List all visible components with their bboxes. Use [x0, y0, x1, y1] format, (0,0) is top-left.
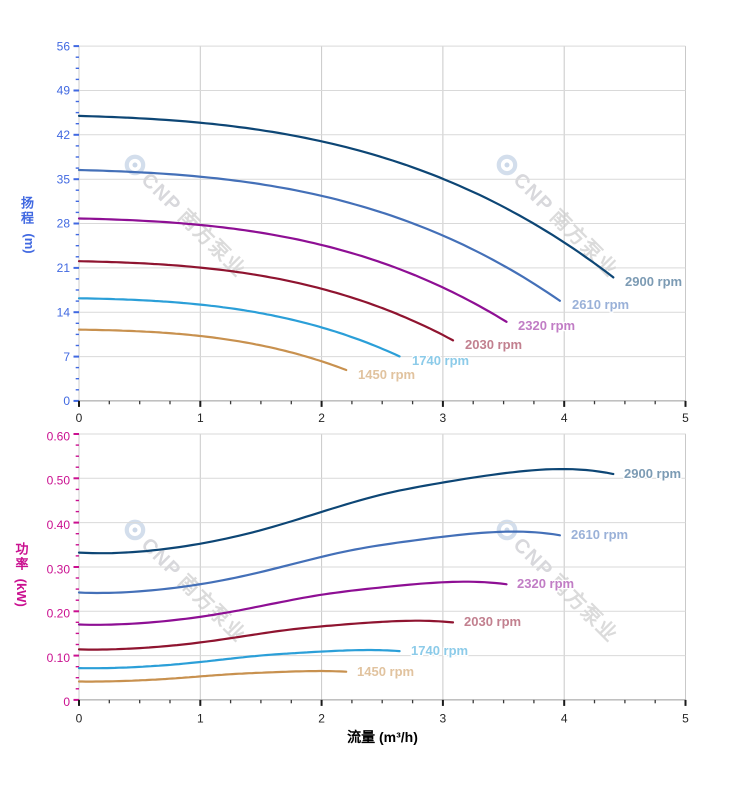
svg-text:4: 4 [561, 711, 568, 725]
svg-text:流量 (m³/h): 流量 (m³/h) [347, 729, 418, 745]
svg-text:14: 14 [57, 305, 71, 319]
svg-text:率: 率 [15, 557, 28, 572]
svg-text:7: 7 [63, 350, 70, 364]
svg-text:4: 4 [561, 411, 568, 425]
svg-text:0.30: 0.30 [47, 562, 71, 576]
svg-text:21: 21 [57, 261, 71, 275]
svg-text:2610 rpm: 2610 rpm [571, 527, 628, 542]
svg-text:1450 rpm: 1450 rpm [358, 367, 415, 382]
svg-text:0: 0 [76, 411, 83, 425]
svg-text:28: 28 [57, 217, 71, 231]
svg-text:2320 rpm: 2320 rpm [518, 318, 575, 333]
svg-text:1: 1 [197, 411, 204, 425]
svg-text:1450 rpm: 1450 rpm [357, 664, 414, 679]
svg-text:0: 0 [76, 711, 83, 725]
svg-text:2900 rpm: 2900 rpm [625, 274, 682, 289]
svg-text:49: 49 [57, 84, 71, 98]
svg-text:5: 5 [682, 711, 689, 725]
svg-text:功: 功 [15, 542, 28, 557]
svg-text:0: 0 [63, 695, 70, 709]
svg-text:2030 rpm: 2030 rpm [465, 337, 522, 352]
svg-text:扬: 扬 [21, 196, 34, 211]
svg-text:1: 1 [197, 711, 204, 725]
svg-text:5: 5 [682, 411, 689, 425]
svg-text:0.40: 0.40 [47, 518, 71, 532]
svg-text:42: 42 [57, 128, 71, 142]
svg-text:56: 56 [57, 39, 71, 53]
svg-text:0.50: 0.50 [47, 474, 71, 488]
svg-text:3: 3 [440, 711, 447, 725]
svg-text:(kW): (kW) [14, 579, 29, 607]
svg-text:0: 0 [63, 394, 70, 408]
svg-text:2: 2 [318, 711, 325, 725]
svg-text:1740 rpm: 1740 rpm [412, 353, 469, 368]
svg-text:0.60: 0.60 [47, 429, 71, 443]
svg-text:0.20: 0.20 [47, 607, 71, 621]
svg-text:2900 rpm: 2900 rpm [624, 466, 681, 481]
svg-text:(m): (m) [22, 233, 37, 253]
svg-text:程: 程 [21, 211, 34, 226]
svg-text:2610 rpm: 2610 rpm [572, 297, 629, 312]
svg-text:2320 rpm: 2320 rpm [517, 576, 574, 591]
svg-text:2030 rpm: 2030 rpm [464, 614, 521, 629]
svg-text:35: 35 [57, 172, 71, 186]
svg-text:0.10: 0.10 [47, 651, 71, 665]
svg-text:2: 2 [318, 411, 325, 425]
svg-text:3: 3 [440, 411, 447, 425]
svg-text:1740 rpm: 1740 rpm [411, 643, 468, 658]
